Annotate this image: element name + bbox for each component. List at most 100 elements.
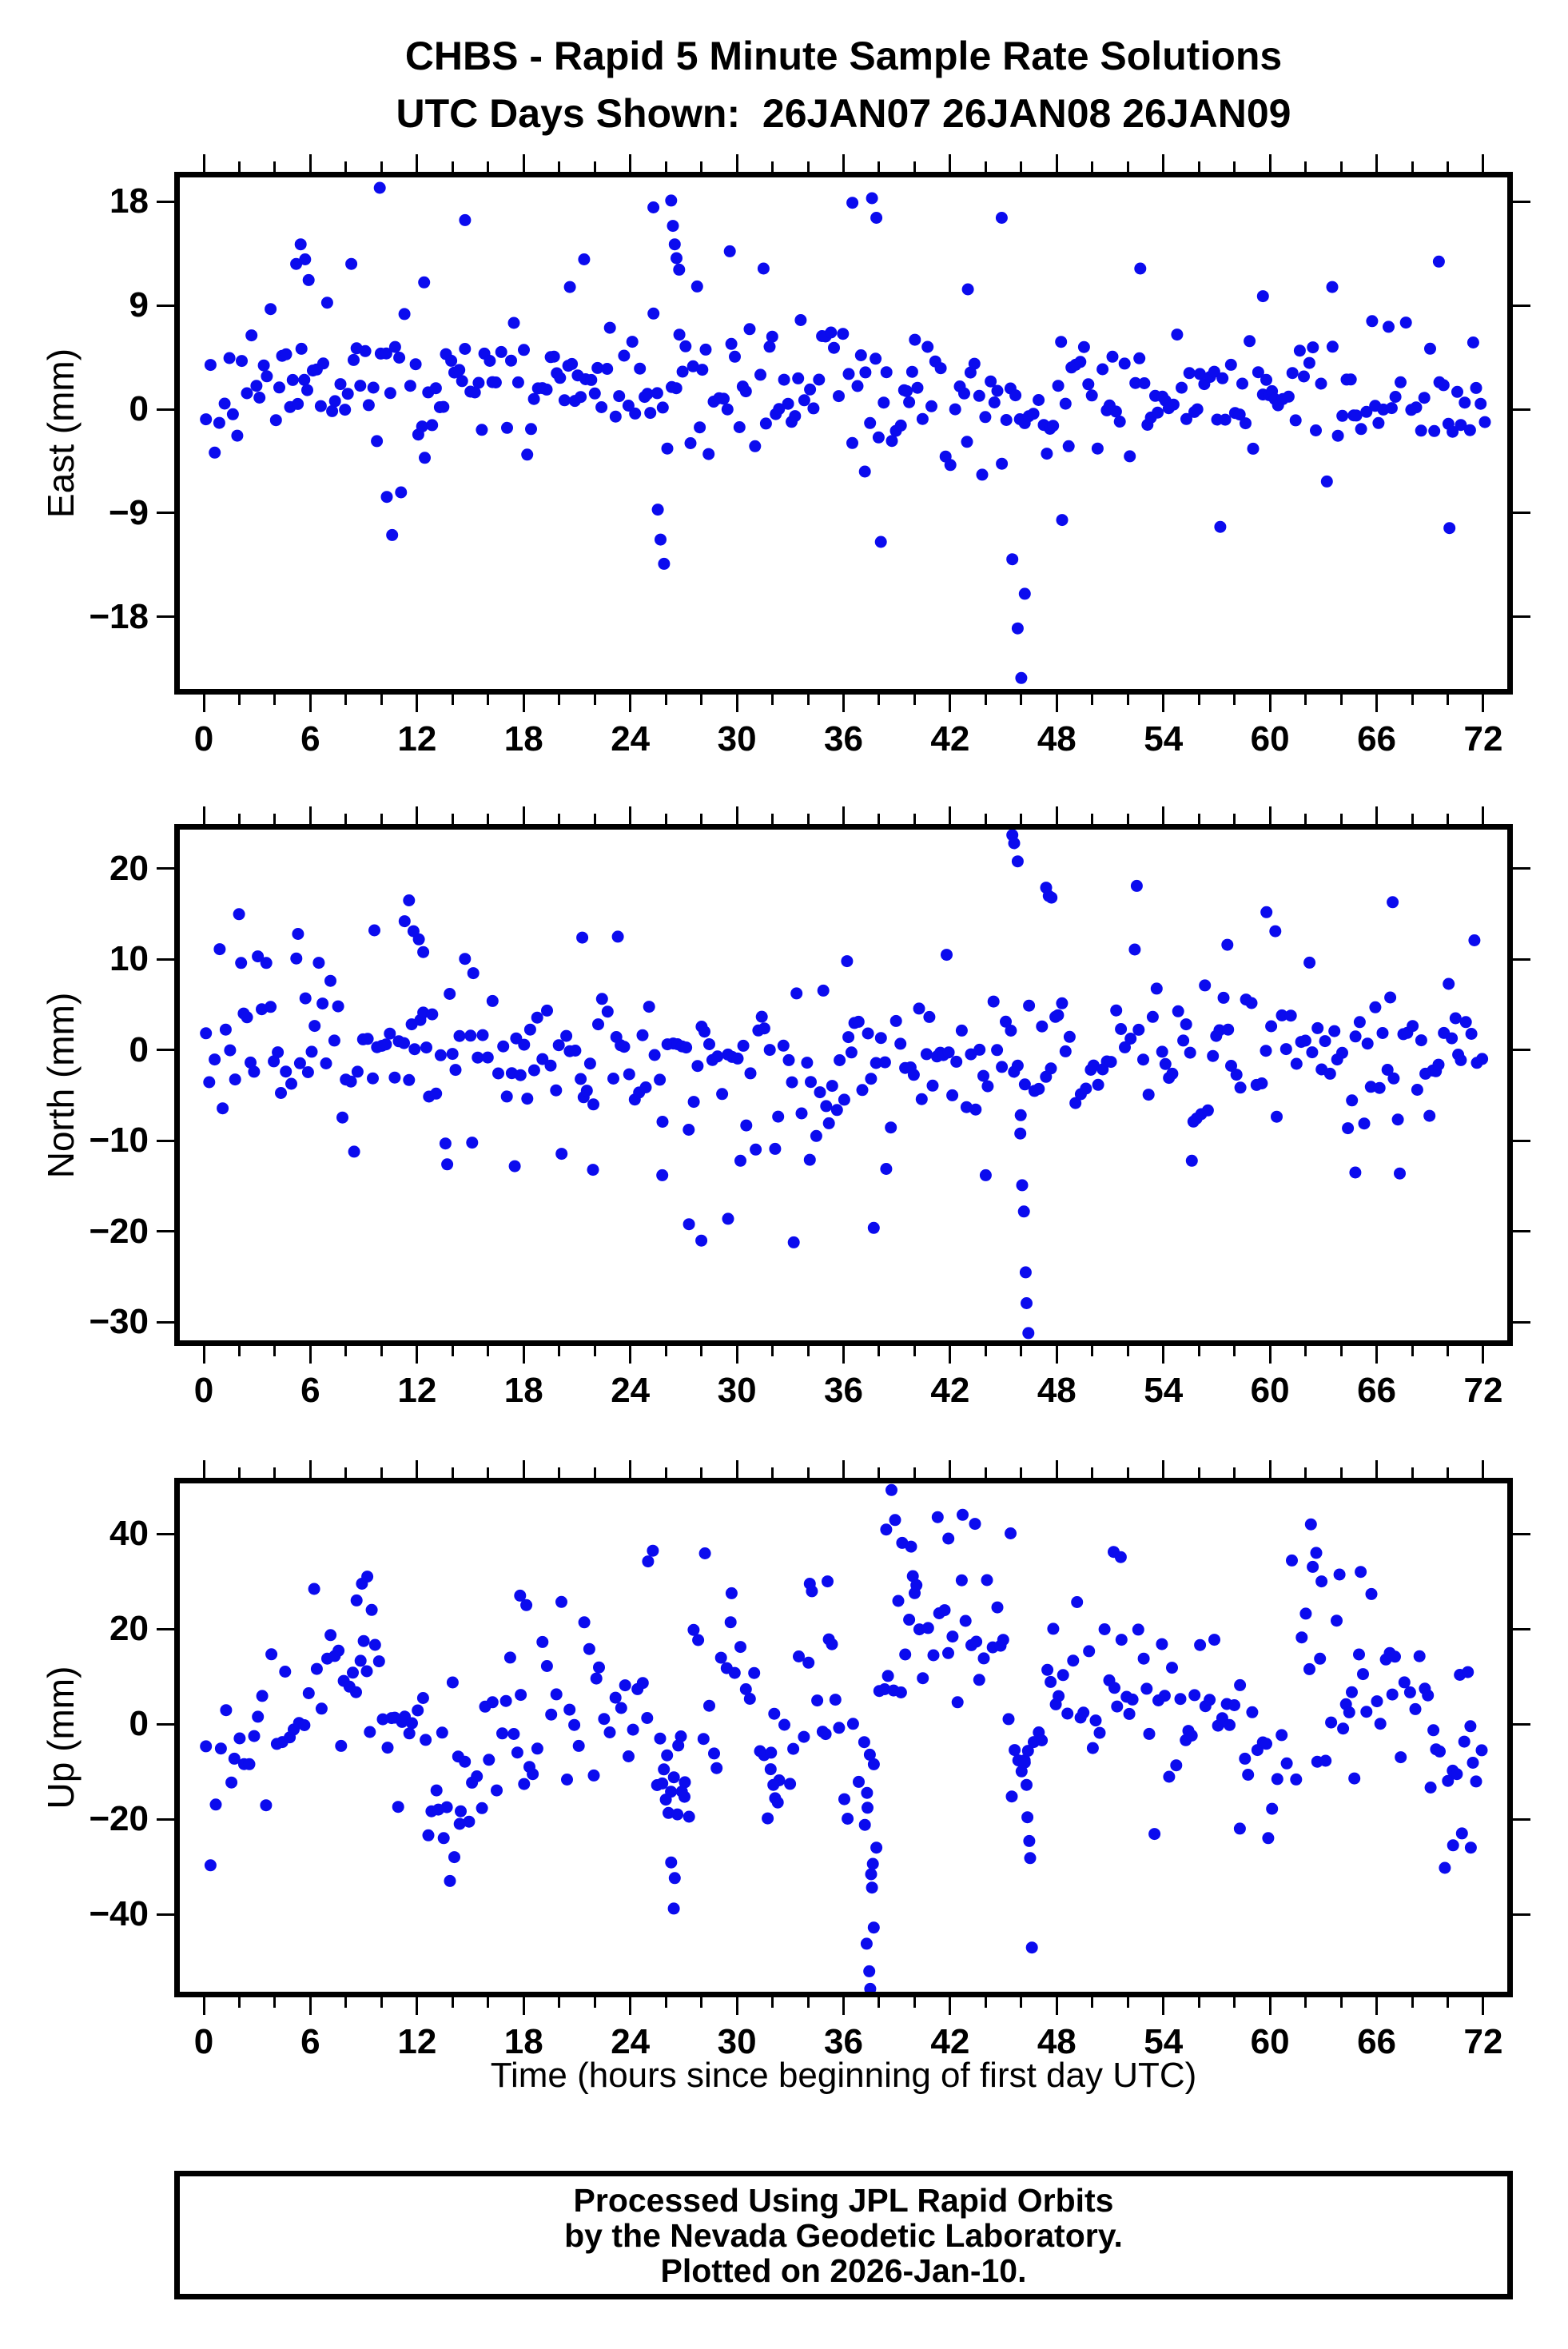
data-point <box>1240 417 1252 430</box>
data-point <box>1024 1852 1037 1865</box>
data-point <box>880 366 893 379</box>
data-point <box>422 1829 435 1841</box>
x-tick <box>664 161 667 172</box>
x-tick <box>1304 161 1307 172</box>
x-tick <box>344 814 348 824</box>
data-point <box>838 1093 850 1106</box>
data-point <box>1201 1104 1214 1117</box>
data-point <box>1463 424 1476 436</box>
data-point <box>371 435 384 448</box>
data-point <box>609 410 622 423</box>
data-point <box>1343 1706 1355 1718</box>
data-point <box>292 928 304 940</box>
data-point <box>683 1124 695 1136</box>
data-point <box>1265 1020 1278 1033</box>
data-point <box>852 1015 865 1028</box>
data-point <box>1171 328 1184 341</box>
data-point <box>1011 1059 1024 1072</box>
x-tick <box>949 1997 952 2015</box>
x-tick-label: 24 <box>611 1371 651 1410</box>
data-point <box>763 340 776 353</box>
data-point <box>302 1687 315 1699</box>
data-point <box>492 1067 504 1080</box>
data-point <box>1183 367 1196 380</box>
data-point <box>1387 1072 1400 1085</box>
data-point <box>555 1595 567 1608</box>
data-point <box>1455 1053 1467 1066</box>
y-tick <box>157 1230 174 1233</box>
data-point <box>1011 855 1024 868</box>
data-point <box>265 1001 277 1013</box>
data-point <box>200 413 213 426</box>
data-point <box>757 262 770 275</box>
data-point <box>703 1699 715 1712</box>
data-point <box>536 1635 549 1648</box>
data-point <box>829 1694 842 1706</box>
data-point <box>265 303 277 316</box>
data-point <box>225 1776 238 1789</box>
data-point <box>1017 1205 1030 1218</box>
y-tick <box>157 958 174 961</box>
data-point <box>743 1693 756 1705</box>
data-point <box>1021 1297 1033 1309</box>
y-tick <box>1513 304 1530 307</box>
data-point <box>1184 1046 1196 1059</box>
data-point <box>951 1696 964 1709</box>
data-point <box>563 281 576 293</box>
x-tick <box>1126 1467 1129 1478</box>
x-tick <box>1126 1346 1129 1356</box>
data-point <box>834 1054 846 1066</box>
data-point <box>241 387 253 400</box>
data-point <box>575 391 587 404</box>
data-point <box>1045 1675 1057 1688</box>
y-tick <box>1513 1532 1530 1535</box>
x-tick <box>913 695 916 705</box>
x-tick <box>1339 1467 1343 1478</box>
data-point <box>335 1739 348 1752</box>
data-point <box>830 1104 843 1117</box>
data-point <box>1137 1053 1149 1066</box>
x-tick <box>1162 1460 1165 1478</box>
x-tick <box>735 154 738 172</box>
data-point <box>1366 315 1379 328</box>
data-point <box>544 1059 557 1072</box>
x-tick-label: 54 <box>1144 719 1184 758</box>
data-point <box>642 1555 655 1568</box>
data-point <box>767 1778 780 1791</box>
data-point <box>587 1769 600 1782</box>
data-point <box>683 1218 695 1231</box>
data-point <box>740 1119 753 1132</box>
data-point <box>1225 1060 1237 1072</box>
data-point <box>294 238 307 251</box>
x-tick <box>842 806 845 824</box>
x-tick <box>700 814 703 824</box>
data-point <box>1337 1722 1350 1735</box>
data-point <box>257 359 270 372</box>
data-point <box>1150 982 1163 995</box>
data-point <box>1279 1043 1292 1056</box>
data-point <box>846 1718 859 1730</box>
data-point <box>250 380 263 392</box>
data-point <box>219 1023 232 1036</box>
x-tick <box>1020 695 1023 705</box>
y-tick-label: −18 <box>89 596 149 636</box>
data-point <box>328 395 341 408</box>
data-point <box>878 1056 891 1069</box>
x-tick <box>1339 1997 1343 2008</box>
data-point <box>710 1762 723 1774</box>
data-point <box>810 1129 822 1142</box>
data-point <box>1256 1077 1268 1089</box>
data-point <box>968 357 981 370</box>
y-tick <box>1513 1230 1530 1233</box>
data-point <box>623 1068 635 1081</box>
data-point <box>381 1742 394 1754</box>
data-point <box>1350 409 1363 422</box>
data-point <box>536 1053 549 1065</box>
data-point <box>496 1727 508 1740</box>
data-point <box>1383 320 1395 333</box>
data-point <box>1455 419 1467 432</box>
data-point <box>472 376 485 389</box>
data-point <box>1409 1702 1422 1715</box>
y-tick <box>157 512 174 515</box>
x-tick <box>522 154 525 172</box>
